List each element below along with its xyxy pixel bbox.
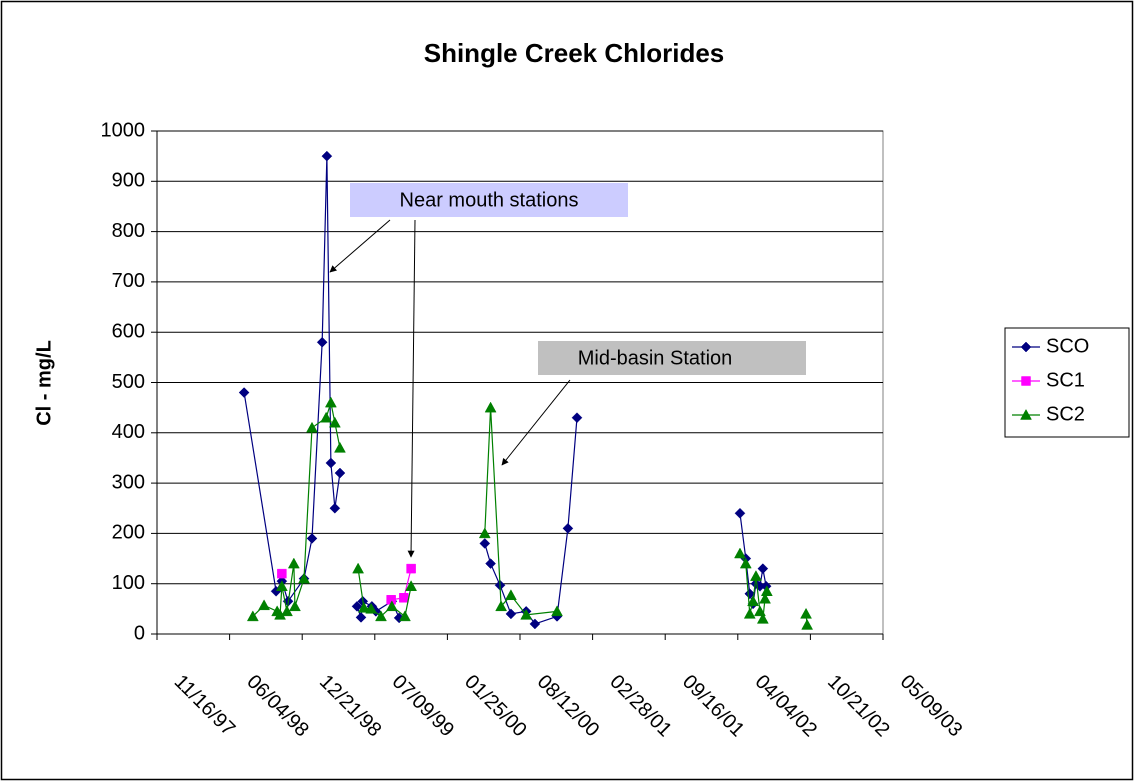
point: [287, 557, 300, 569]
point: [386, 595, 396, 605]
annotation-arrow: [501, 379, 571, 466]
annotation-text: Near mouth stations: [400, 189, 579, 211]
y-tick-label: 200: [112, 522, 145, 544]
y-tick-label: 800: [112, 220, 145, 242]
point: [485, 558, 496, 569]
point: [275, 580, 288, 591]
point: [495, 600, 508, 612]
point: [329, 502, 341, 514]
legend-marker: [1020, 341, 1032, 353]
y-tick-label: 500: [112, 371, 145, 393]
point: [351, 600, 363, 612]
point: [334, 467, 346, 479]
point: [316, 336, 328, 348]
annotation-box: [538, 341, 806, 375]
point: [551, 605, 563, 617]
point: [238, 387, 250, 398]
y-tick-label: 1000: [101, 119, 146, 141]
point: [744, 588, 756, 600]
point: [355, 612, 367, 623]
legend-marker: [1021, 376, 1031, 386]
point: [298, 572, 310, 584]
point: [352, 562, 365, 574]
y-tick-label: 600: [112, 320, 145, 342]
point: [325, 457, 337, 469]
point: [385, 600, 398, 612]
point: [479, 538, 491, 549]
point: [277, 568, 287, 579]
annotation-text: Mid-basin Station: [578, 347, 733, 369]
point: [246, 610, 259, 622]
point: [320, 411, 333, 423]
annotation-arrow: [329, 219, 391, 273]
chart-title: Shingle Creek Chlorides: [424, 38, 725, 68]
point: [505, 608, 517, 620]
point: [571, 412, 583, 424]
legend-label: SCO: [1046, 335, 1089, 357]
point: [801, 618, 814, 630]
point: [520, 608, 533, 620]
point: [734, 507, 746, 519]
point: [321, 150, 333, 162]
point: [759, 592, 771, 604]
y-axis-label: Cl - mg/L: [33, 340, 55, 426]
point: [757, 563, 769, 574]
point: [406, 563, 416, 574]
point: [306, 533, 318, 544]
annotation-mid-basin: Mid-basin Station: [501, 341, 806, 466]
point: [258, 599, 271, 611]
point: [365, 602, 378, 614]
point: [743, 607, 756, 619]
point: [734, 547, 746, 559]
point: [324, 396, 337, 408]
annotation-arrow: [407, 219, 416, 558]
annotation-near-mouth: Near mouth stations: [329, 183, 628, 558]
point: [505, 589, 517, 601]
y-tick-label: 100: [112, 572, 145, 594]
point: [750, 570, 762, 581]
point: [800, 607, 812, 619]
point: [399, 610, 411, 622]
point: [739, 557, 752, 569]
legend-label: SC1: [1046, 369, 1085, 391]
point: [478, 527, 491, 539]
point: [357, 601, 370, 613]
y-tick-label: 900: [112, 170, 145, 192]
point: [399, 593, 409, 603]
point: [484, 401, 497, 413]
point: [405, 580, 418, 591]
point: [306, 421, 318, 433]
y-tick-label: 0: [134, 622, 145, 644]
annotation-box: [350, 183, 628, 217]
point: [289, 600, 301, 612]
point: [760, 585, 773, 596]
point: [747, 595, 759, 607]
legend-label: SC2: [1046, 403, 1085, 425]
y-tick-label: 700: [112, 270, 145, 292]
y-tick-label: 400: [112, 421, 145, 443]
point: [334, 441, 346, 453]
point: [375, 610, 387, 622]
point: [529, 618, 541, 630]
point: [562, 523, 574, 534]
point: [756, 612, 769, 624]
y-tick-label: 300: [112, 471, 145, 493]
legend-marker: [1020, 408, 1032, 420]
point: [328, 416, 341, 428]
